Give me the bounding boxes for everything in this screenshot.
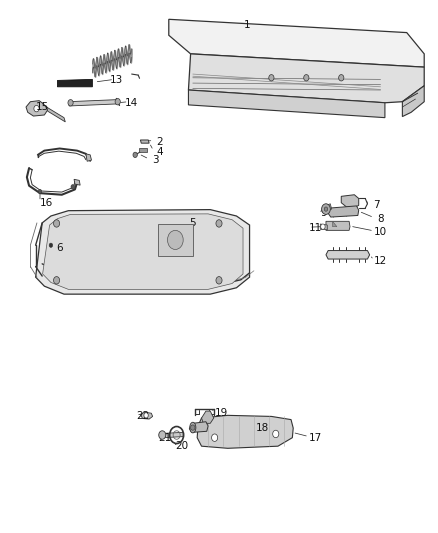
Text: 18: 18 xyxy=(256,423,269,433)
Polygon shape xyxy=(141,140,149,143)
Circle shape xyxy=(53,220,60,227)
Polygon shape xyxy=(188,90,385,118)
Circle shape xyxy=(49,243,53,247)
Polygon shape xyxy=(141,412,152,419)
Polygon shape xyxy=(158,224,193,256)
Polygon shape xyxy=(189,422,208,432)
Circle shape xyxy=(144,413,148,418)
Circle shape xyxy=(321,224,325,229)
Polygon shape xyxy=(326,204,332,211)
Text: 13: 13 xyxy=(110,76,123,85)
Circle shape xyxy=(212,434,218,441)
Text: 2: 2 xyxy=(157,136,163,147)
Bar xyxy=(139,149,147,152)
Text: 1: 1 xyxy=(244,20,251,30)
Polygon shape xyxy=(201,411,214,423)
Circle shape xyxy=(216,277,222,284)
Circle shape xyxy=(71,184,74,189)
Polygon shape xyxy=(328,206,359,217)
Circle shape xyxy=(133,152,138,158)
Polygon shape xyxy=(403,86,424,117)
Text: 12: 12 xyxy=(374,256,387,266)
Text: 20: 20 xyxy=(175,441,188,451)
Text: 8: 8 xyxy=(377,214,384,224)
Text: 16: 16 xyxy=(40,198,53,208)
Text: 15: 15 xyxy=(35,102,49,112)
Circle shape xyxy=(304,75,309,81)
Polygon shape xyxy=(35,209,250,294)
Ellipse shape xyxy=(190,422,196,433)
Text: 10: 10 xyxy=(374,227,387,237)
Polygon shape xyxy=(341,195,359,208)
Circle shape xyxy=(115,99,120,105)
Text: 17: 17 xyxy=(308,433,321,443)
Polygon shape xyxy=(46,107,65,122)
Circle shape xyxy=(324,207,328,211)
Polygon shape xyxy=(86,154,92,161)
Text: 4: 4 xyxy=(157,147,163,157)
Circle shape xyxy=(53,277,60,284)
Polygon shape xyxy=(42,214,243,289)
Polygon shape xyxy=(320,224,327,230)
Circle shape xyxy=(159,431,166,439)
Circle shape xyxy=(321,204,330,214)
Text: 6: 6 xyxy=(57,243,63,253)
Polygon shape xyxy=(162,432,183,438)
Polygon shape xyxy=(326,221,350,230)
Circle shape xyxy=(273,430,279,438)
Polygon shape xyxy=(26,101,48,116)
Text: 3: 3 xyxy=(152,155,159,165)
Polygon shape xyxy=(332,221,337,227)
Circle shape xyxy=(191,425,195,430)
Text: 7: 7 xyxy=(373,200,379,211)
Circle shape xyxy=(68,100,73,106)
Polygon shape xyxy=(57,79,92,87)
Text: 21: 21 xyxy=(158,433,171,443)
Circle shape xyxy=(339,75,344,81)
Circle shape xyxy=(34,106,39,112)
Polygon shape xyxy=(68,100,120,106)
Text: 22: 22 xyxy=(136,411,149,422)
Polygon shape xyxy=(197,415,293,448)
Circle shape xyxy=(216,220,222,227)
Text: 5: 5 xyxy=(190,218,196,228)
Circle shape xyxy=(167,230,183,249)
Text: 14: 14 xyxy=(125,98,138,108)
Circle shape xyxy=(38,189,42,193)
Text: 19: 19 xyxy=(215,408,228,418)
Polygon shape xyxy=(188,54,424,103)
Circle shape xyxy=(269,75,274,81)
Polygon shape xyxy=(169,19,424,67)
Text: 9: 9 xyxy=(321,208,327,219)
Polygon shape xyxy=(326,251,370,259)
Text: 11: 11 xyxy=(308,223,321,233)
Polygon shape xyxy=(74,179,80,185)
